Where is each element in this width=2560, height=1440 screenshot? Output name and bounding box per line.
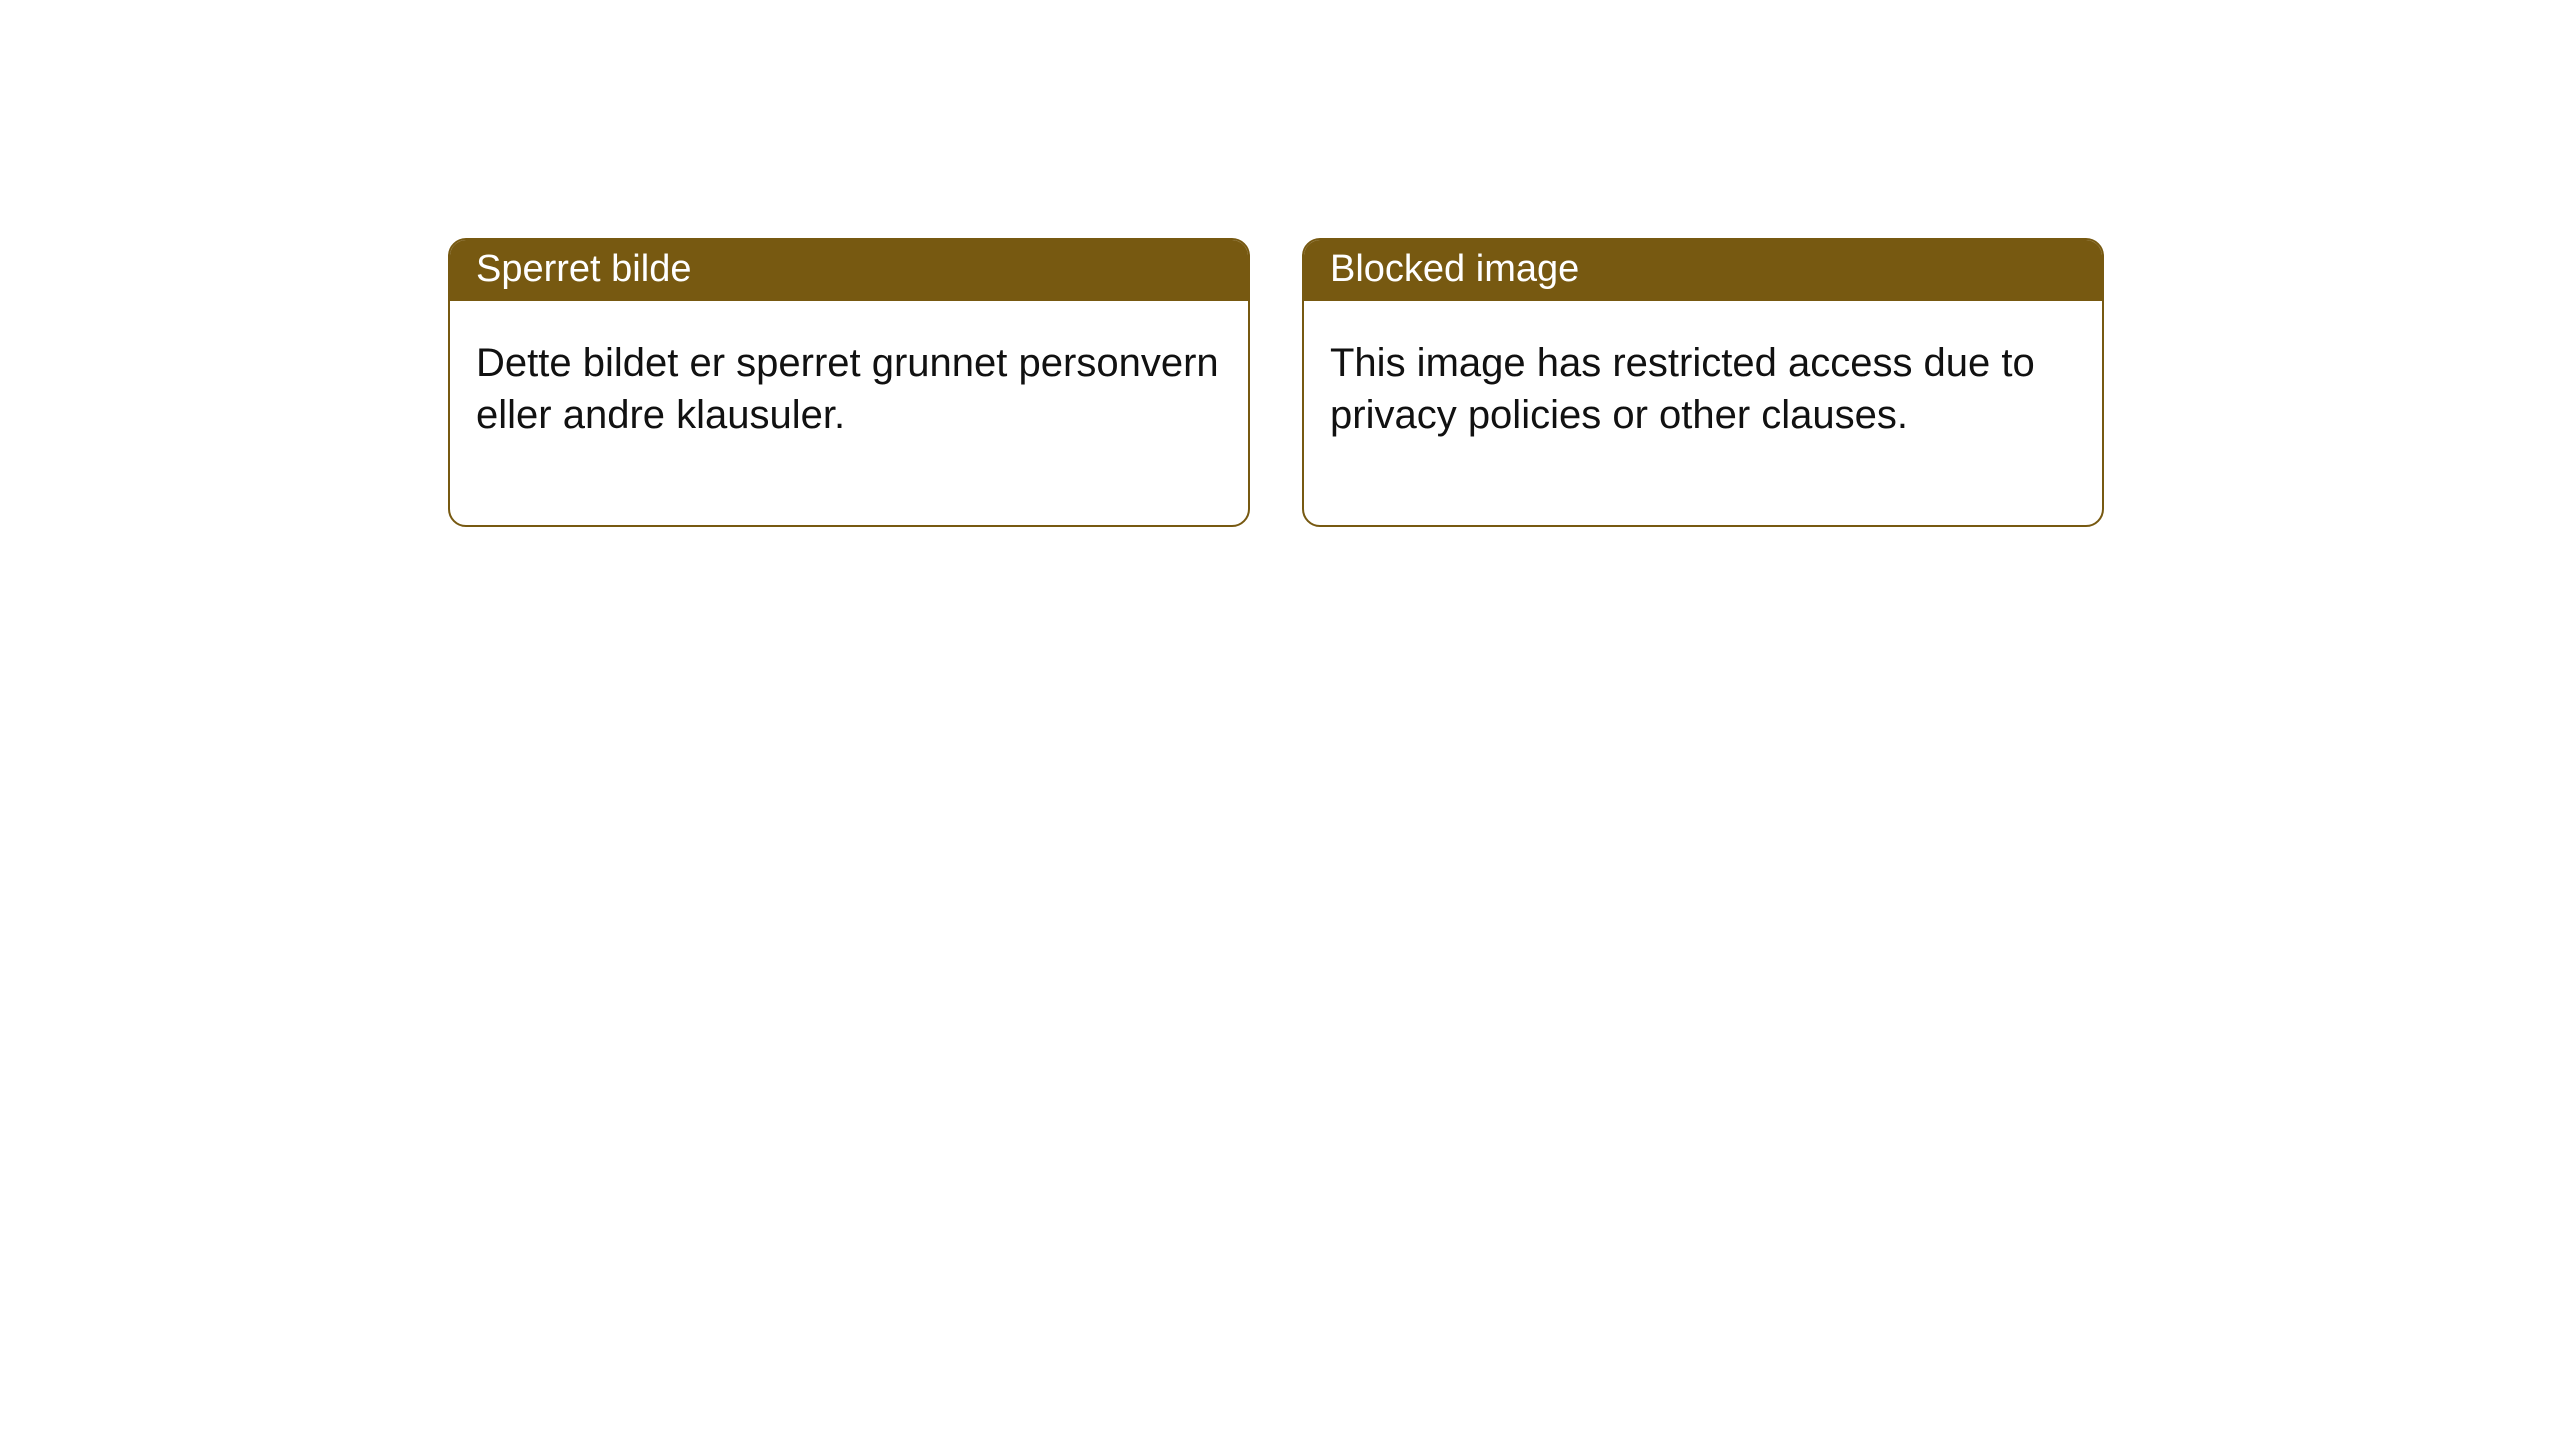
notice-body-norwegian: Dette bildet er sperret grunnet personve… <box>450 301 1248 525</box>
notice-title-english: Blocked image <box>1304 240 2102 301</box>
notice-card-english: Blocked image This image has restricted … <box>1302 238 2104 527</box>
notice-card-norwegian: Sperret bilde Dette bildet er sperret gr… <box>448 238 1250 527</box>
notice-body-english: This image has restricted access due to … <box>1304 301 2102 525</box>
notice-title-norwegian: Sperret bilde <box>450 240 1248 301</box>
notice-container: Sperret bilde Dette bildet er sperret gr… <box>0 0 2560 527</box>
